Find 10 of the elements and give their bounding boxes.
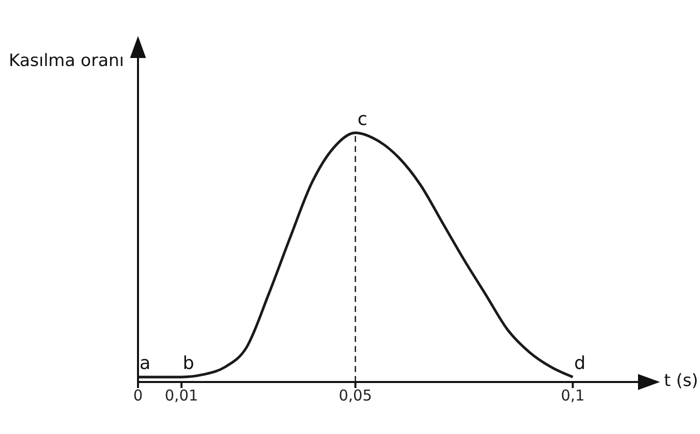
x-tick-label: 0,05: [338, 386, 372, 405]
y-axis-title: Kasılma oranı: [8, 51, 124, 72]
x-tick-label: 0,1: [560, 386, 585, 405]
annotation: a: [139, 353, 151, 374]
x-tick-label: 0,01: [164, 386, 198, 405]
annotation: b: [182, 353, 194, 374]
x-axis-title: t (s): [664, 371, 698, 391]
annotation: d: [574, 353, 586, 374]
x-tick-label: 0: [133, 386, 143, 405]
annotation: c: [357, 108, 368, 130]
